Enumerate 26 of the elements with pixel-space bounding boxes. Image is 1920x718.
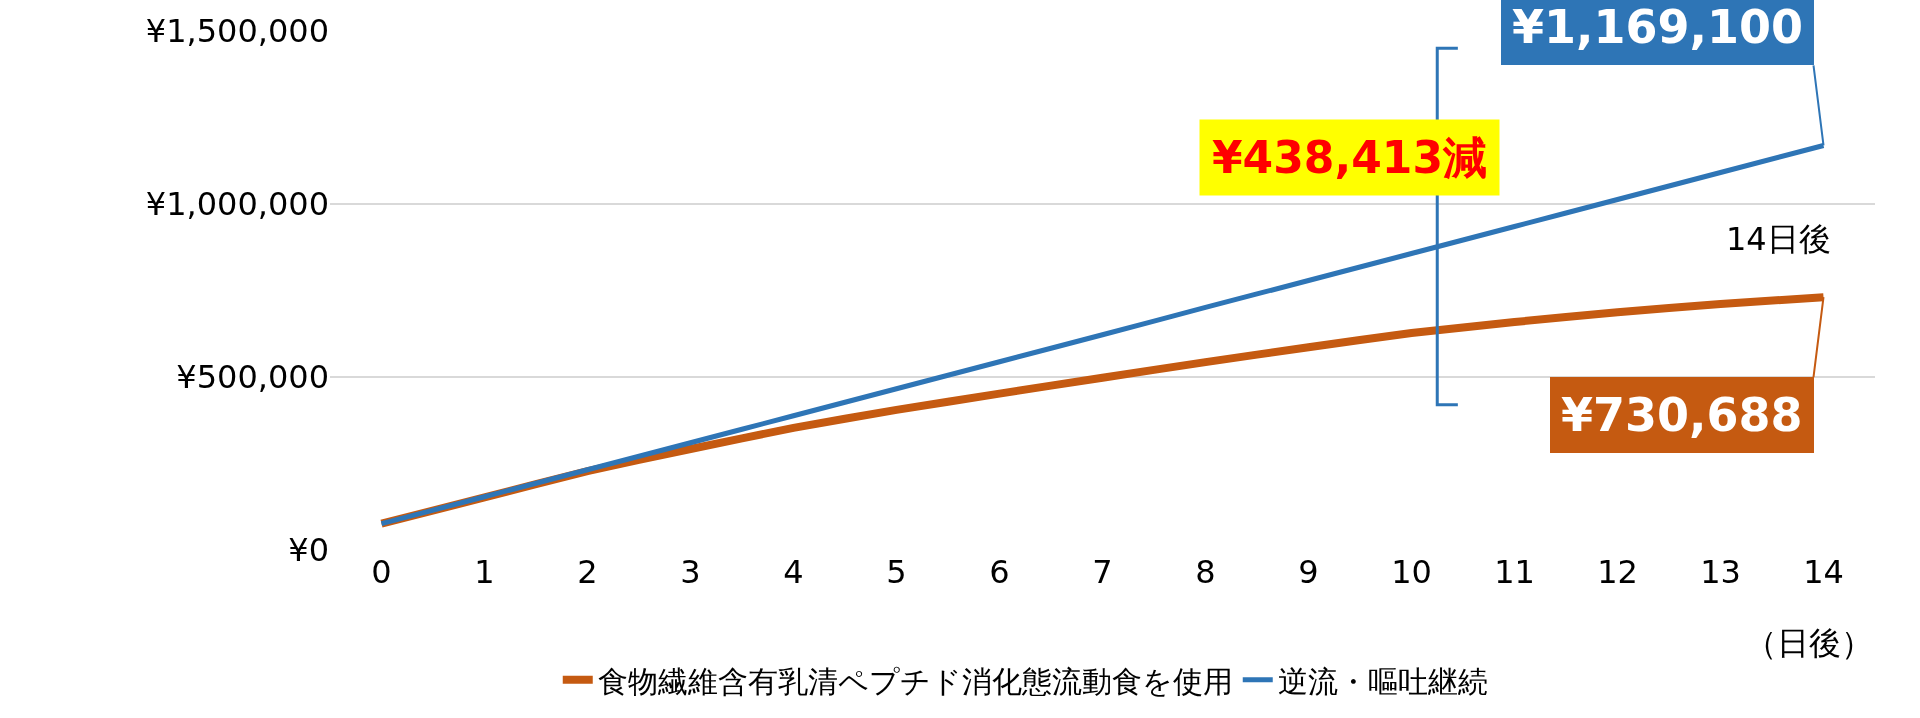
x-tick-label: 5 [886,553,907,591]
y-tick-label: ¥0 [288,531,329,570]
y-tick-label: ¥1,500,000 [145,12,329,51]
x-tick-label: 3 [680,553,701,591]
annotation: 14日後 [1726,220,1831,258]
x-tick-label: 4 [783,553,804,591]
x-tick-label: 14 [1803,553,1844,591]
x-tick-label: 2 [577,553,598,591]
x-tick-label: 10 [1391,553,1432,591]
x-tick-label: 6 [989,553,1010,591]
x-tick-label: 0 [371,553,392,591]
y-tick-label: ¥500,000 [176,358,329,397]
legend-label: 食物繊維含有乳清ペプチド消化態流動食を使用 [597,663,1233,699]
x-tick-label: 1 [474,553,495,591]
x-tick-label: 11 [1494,553,1535,591]
x-tick-label: 7 [1092,553,1113,591]
data-label: ¥730,688 [1561,388,1803,442]
data-label: ¥1,169,100 [1512,0,1804,54]
x-tick-label: 9 [1298,553,1319,591]
legend-label: 逆流・嘔吐継続 [1277,663,1488,699]
annotation: ¥438,413減 [1212,132,1488,183]
y-tick-label: ¥1,000,000 [145,185,329,224]
x-tick-label: 13 [1700,553,1741,591]
x-tick-label: 12 [1597,553,1638,591]
x-tick-label: 8 [1195,553,1216,591]
x-axis-title: （日後） [1745,624,1873,662]
